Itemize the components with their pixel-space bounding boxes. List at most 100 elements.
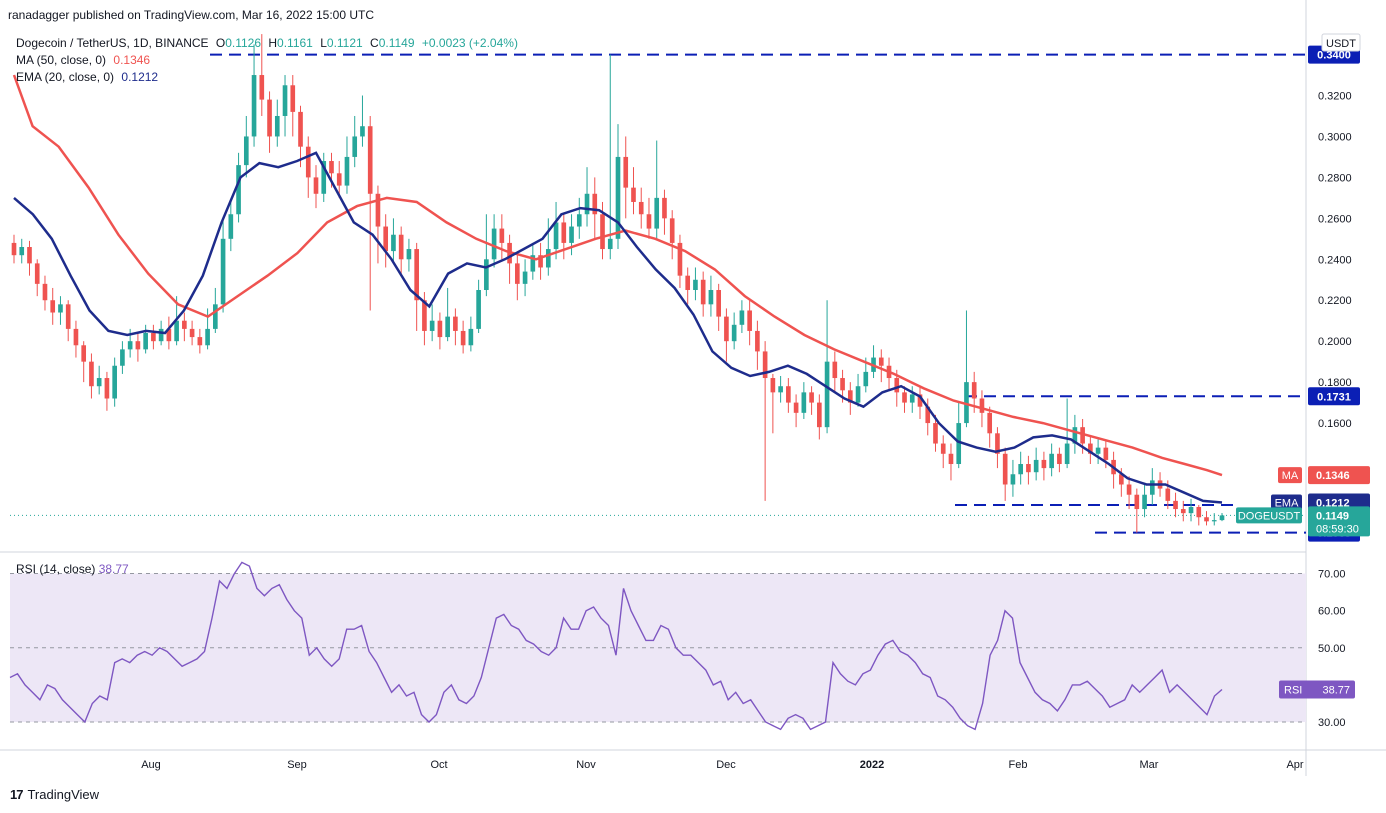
candle-body (360, 126, 365, 137)
candle-body (1026, 464, 1031, 473)
candle-body (832, 361, 838, 379)
candle-body (58, 304, 63, 313)
rsi-tick-label: 50.00 (1318, 643, 1346, 655)
price-tick-label: 0.1600 (1318, 418, 1352, 430)
rsi-value: 38.77 (98, 562, 129, 576)
candle-body (453, 316, 458, 331)
candle-body (197, 337, 203, 346)
open-label: O (215, 36, 226, 50)
candle-body (73, 328, 79, 346)
price-tick-label: 0.2000 (1318, 336, 1352, 348)
ma-row: MA (50, close, 0) 0.1346 (16, 52, 522, 69)
candle-body (1196, 507, 1202, 518)
candle-body (1080, 427, 1085, 444)
candle-body (646, 214, 652, 229)
candle-body (545, 249, 551, 268)
candle-body (1165, 488, 1171, 501)
candle-body (468, 328, 474, 346)
price-tag-name: MA (1282, 470, 1299, 482)
ema-value: 0.1212 (121, 70, 159, 84)
rsi-tick-label: 60.00 (1318, 606, 1346, 618)
candle-body (391, 234, 396, 252)
candle-body (259, 75, 265, 100)
time-tick-label: Aug (141, 759, 161, 771)
candle-body (437, 320, 443, 338)
candle-body (863, 371, 869, 387)
tradingview-footer[interactable]: 17 TradingView (10, 787, 99, 802)
change-value: +0.0023 (+2.04%) (421, 36, 518, 50)
low-value: 0.1121 (326, 36, 363, 50)
candle-body (770, 378, 776, 393)
candle-body (708, 290, 714, 305)
candle-body (561, 222, 567, 243)
time-axis[interactable]: Aug Sep Oct Nov Dec 2022 Feb Mar Apr (141, 759, 1304, 771)
rsi-tick-label: 70.00 (1318, 569, 1346, 581)
candle-body (484, 259, 489, 290)
candle-body (654, 197, 660, 229)
time-tick-label: Apr (1286, 759, 1303, 771)
price-axis[interactable]: 0.3200 0.3000 0.2800 0.2600 0.2400 0.2200 0.20… (1318, 33, 1361, 430)
candle-body (979, 398, 985, 413)
candle-body (11, 242, 17, 256)
ma-label: MA (50, close, 0) (16, 53, 107, 67)
candle-body (352, 136, 358, 157)
candle-body (81, 345, 87, 362)
candle-body (515, 263, 520, 284)
price-tick-label: 0.2400 (1318, 254, 1352, 266)
time-tick-label: Dec (716, 759, 736, 771)
candle-body (205, 328, 210, 346)
candle-body (143, 332, 148, 350)
candle-body (607, 238, 613, 250)
candle-body (34, 263, 40, 284)
candle-body (677, 242, 683, 276)
candle-body (42, 283, 48, 301)
candle-body (499, 228, 505, 243)
candle-body (1041, 459, 1047, 469)
level-tag-value: 0.1731 (1317, 391, 1351, 403)
candle-body (321, 161, 327, 194)
candle-body (693, 279, 698, 290)
rsi-tag (1279, 680, 1355, 699)
currency-box (1321, 33, 1361, 52)
level-tag (1308, 387, 1360, 406)
candle-body (460, 330, 466, 346)
candle-body (282, 85, 288, 116)
candle-body (445, 316, 450, 338)
candle-body (491, 228, 497, 260)
candle-body (987, 412, 993, 434)
candle-body (1010, 474, 1016, 485)
tradingview-brand: TradingView (27, 787, 100, 802)
indicator-lines (12, 74, 1223, 504)
candle-body (940, 443, 946, 454)
rsi-tag-name: RSI (1284, 684, 1302, 696)
candle-body (522, 271, 528, 284)
candle-body (236, 165, 241, 215)
price-tag-box (1308, 506, 1370, 537)
candle-body (120, 349, 125, 366)
candle-body (739, 310, 745, 325)
candle-body (50, 300, 56, 313)
candle-body (158, 328, 164, 342)
candle-body (584, 193, 590, 215)
candle-body (375, 193, 381, 227)
candle-body (336, 173, 342, 186)
candle-body (724, 316, 729, 342)
close-value: 0.1149 (378, 36, 415, 50)
candle-body (1204, 517, 1209, 522)
candle-body (1188, 507, 1194, 514)
rsi-tick-label: 30.00 (1318, 717, 1346, 729)
rsi-tag-value: 38.77 (1322, 684, 1350, 696)
candle-body (878, 357, 884, 366)
candle-body (700, 279, 706, 305)
candle-body (716, 290, 721, 317)
candle-body (817, 402, 822, 428)
candles (11, 34, 1225, 533)
candle-body (1119, 474, 1124, 485)
candle-body (27, 247, 32, 264)
candle-body (1057, 453, 1062, 465)
candle-body (909, 394, 915, 403)
candle-body (685, 275, 691, 290)
